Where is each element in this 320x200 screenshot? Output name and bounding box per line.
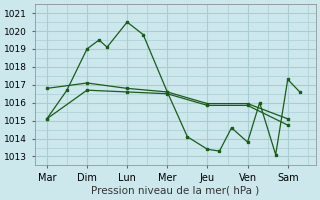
X-axis label: Pression niveau de la mer( hPa ): Pression niveau de la mer( hPa ) [91,186,260,196]
